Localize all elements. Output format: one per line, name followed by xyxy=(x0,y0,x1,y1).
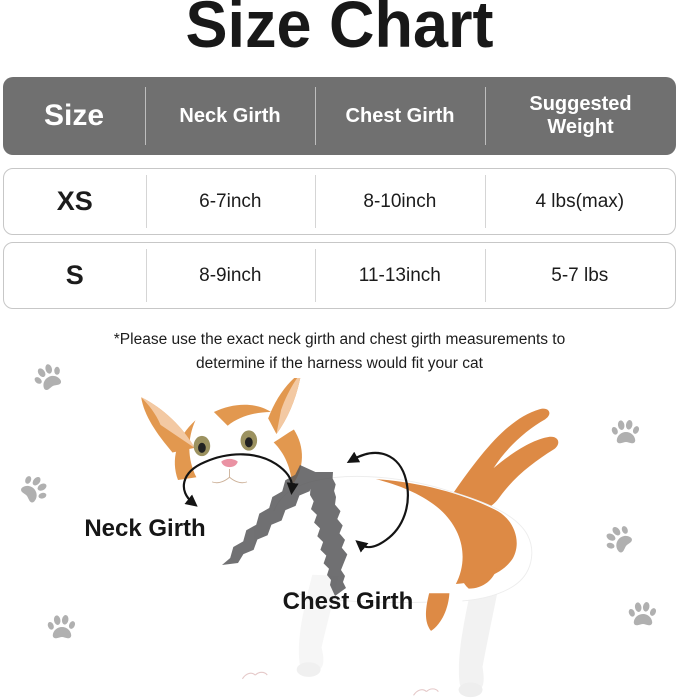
svg-text:Chest Girth: Chest Girth xyxy=(283,588,414,615)
svg-text:Neck Girth: Neck Girth xyxy=(84,515,205,542)
